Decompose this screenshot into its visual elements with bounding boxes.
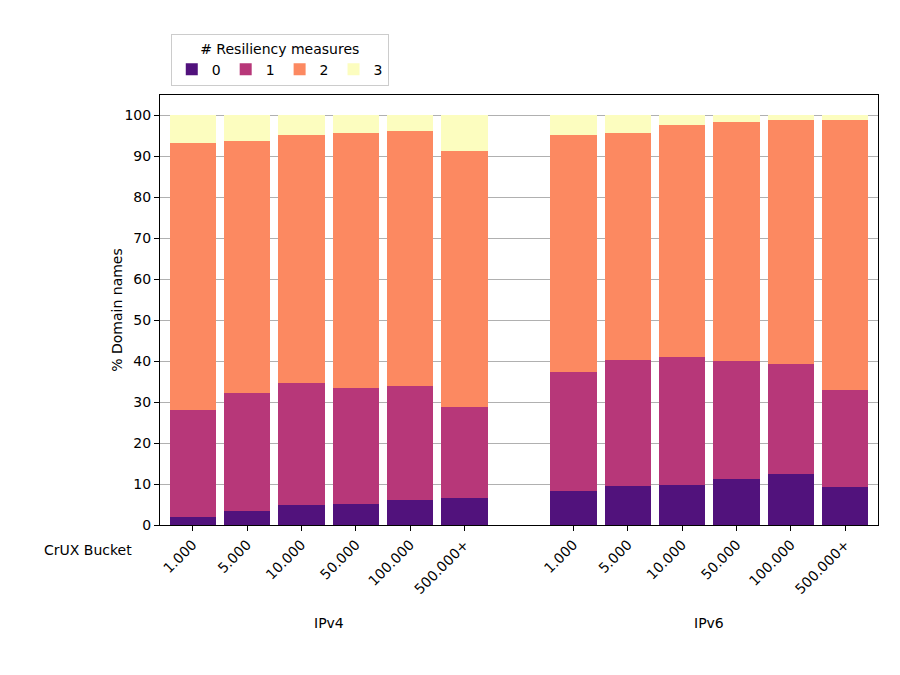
svg-text:IPv4: IPv4 [314, 615, 344, 631]
svg-text:70: 70 [133, 230, 151, 246]
svg-text:100.000: 100.000 [746, 537, 798, 589]
svg-text:60: 60 [133, 271, 151, 287]
svg-text:0: 0 [212, 62, 221, 78]
svg-text:1: 1 [266, 62, 275, 78]
svg-text:# Resiliency measures: # Resiliency measures [200, 41, 359, 57]
svg-text:500.000+: 500.000+ [792, 537, 853, 598]
svg-text:0: 0 [142, 517, 151, 533]
svg-text:90: 90 [133, 148, 151, 164]
svg-text:80: 80 [133, 189, 151, 205]
svg-text:1.000: 1.000 [160, 537, 200, 577]
svg-text:10: 10 [133, 476, 151, 492]
svg-text:CrUX Bucket: CrUX Bucket [44, 542, 132, 558]
svg-text:50.000: 50.000 [698, 537, 744, 583]
svg-text:100.000: 100.000 [365, 537, 417, 589]
svg-text:100: 100 [124, 107, 151, 123]
svg-text:2: 2 [320, 62, 329, 78]
svg-text:5.000: 5.000 [214, 537, 254, 577]
svg-text:500.000+: 500.000+ [411, 537, 472, 598]
svg-text:IPv6: IPv6 [694, 615, 724, 631]
svg-text:20: 20 [133, 435, 151, 451]
svg-text:50: 50 [133, 312, 151, 328]
svg-text:40: 40 [133, 353, 151, 369]
svg-text:5.000: 5.000 [595, 537, 635, 577]
svg-text:10.000: 10.000 [643, 537, 689, 583]
svg-text:% Domain names: % Domain names [109, 248, 125, 372]
svg-text:30: 30 [133, 394, 151, 410]
svg-text:1.000: 1.000 [541, 537, 581, 577]
svg-text:3: 3 [374, 62, 383, 78]
svg-text:50.000: 50.000 [317, 537, 363, 583]
svg-text:10.000: 10.000 [263, 537, 309, 583]
